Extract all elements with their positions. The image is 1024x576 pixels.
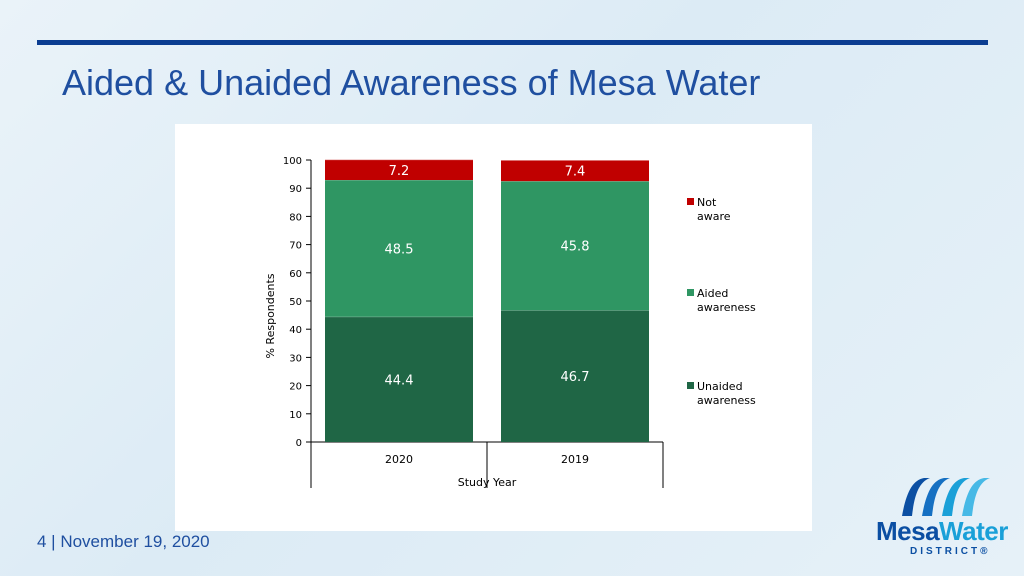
legend-label: Unaided awareness	[697, 380, 756, 407]
y-tick-label: 70	[289, 241, 302, 252]
y-tick-label: 20	[289, 382, 302, 393]
data-label: 45.8	[561, 240, 590, 255]
top-rule	[37, 40, 988, 45]
slide-title: Aided & Unaided Awareness of Mesa Water	[62, 62, 761, 103]
stacked-bar-chart: 0 10 20 30 40 50 60 70 80 90 100 44.4 48.5 7.2 2020 46.…	[264, 156, 756, 489]
bar-segment-aided-awareness	[325, 180, 473, 317]
legend-label: Not aware	[697, 196, 731, 223]
legend-label: Aided awareness	[697, 287, 756, 314]
data-label: 44.4	[385, 373, 414, 388]
y-tick-label: 0	[296, 438, 302, 449]
bar-segment-unaided-awareness	[501, 310, 649, 442]
legend-swatch	[687, 289, 694, 296]
x-axis-title: Study Year	[458, 476, 517, 489]
wave-logo-icon	[902, 478, 990, 516]
chart-panel: 0 10 20 30 40 50 60 70 80 90 100 44.4 48.5 7.2 2020 46.…	[175, 124, 812, 531]
mesa-water-logo: MesaWater DISTRICT®	[872, 474, 1012, 564]
logo-subtitle: DISTRICT®	[910, 546, 991, 557]
bar-segment-not-aware	[501, 160, 649, 182]
data-label: 7.2	[389, 164, 410, 179]
y-tick-label: 90	[289, 184, 302, 195]
data-label: 7.4	[565, 165, 586, 180]
y-axis-title: % Respondents	[264, 273, 277, 358]
data-label: 48.5	[385, 242, 414, 257]
y-tick-label: 50	[289, 297, 302, 308]
legend-swatch	[687, 382, 694, 389]
logo-wordmark: MesaWater	[876, 516, 1008, 547]
legend-swatch	[687, 198, 694, 205]
y-tick-label: 80	[289, 212, 302, 223]
x-category-label: 2019	[561, 453, 589, 466]
bar-segment-aided-awareness	[501, 181, 649, 311]
footer-page-date: 4 | November 19, 2020	[37, 532, 210, 551]
y-tick-label: 40	[289, 325, 302, 336]
y-tick-label: 10	[289, 410, 302, 421]
data-label: 46.7	[561, 370, 590, 385]
y-tick-label: 60	[289, 269, 302, 280]
bar-segment-unaided-awareness	[325, 316, 473, 442]
y-tick-label: 100	[283, 156, 302, 167]
bar-segment-not-aware	[325, 159, 473, 181]
x-category-label: 2020	[385, 453, 413, 466]
logo-word-mesa: Mesa	[876, 516, 940, 546]
logo-word-water: Water	[939, 516, 1008, 546]
y-tick-label: 30	[289, 353, 302, 364]
